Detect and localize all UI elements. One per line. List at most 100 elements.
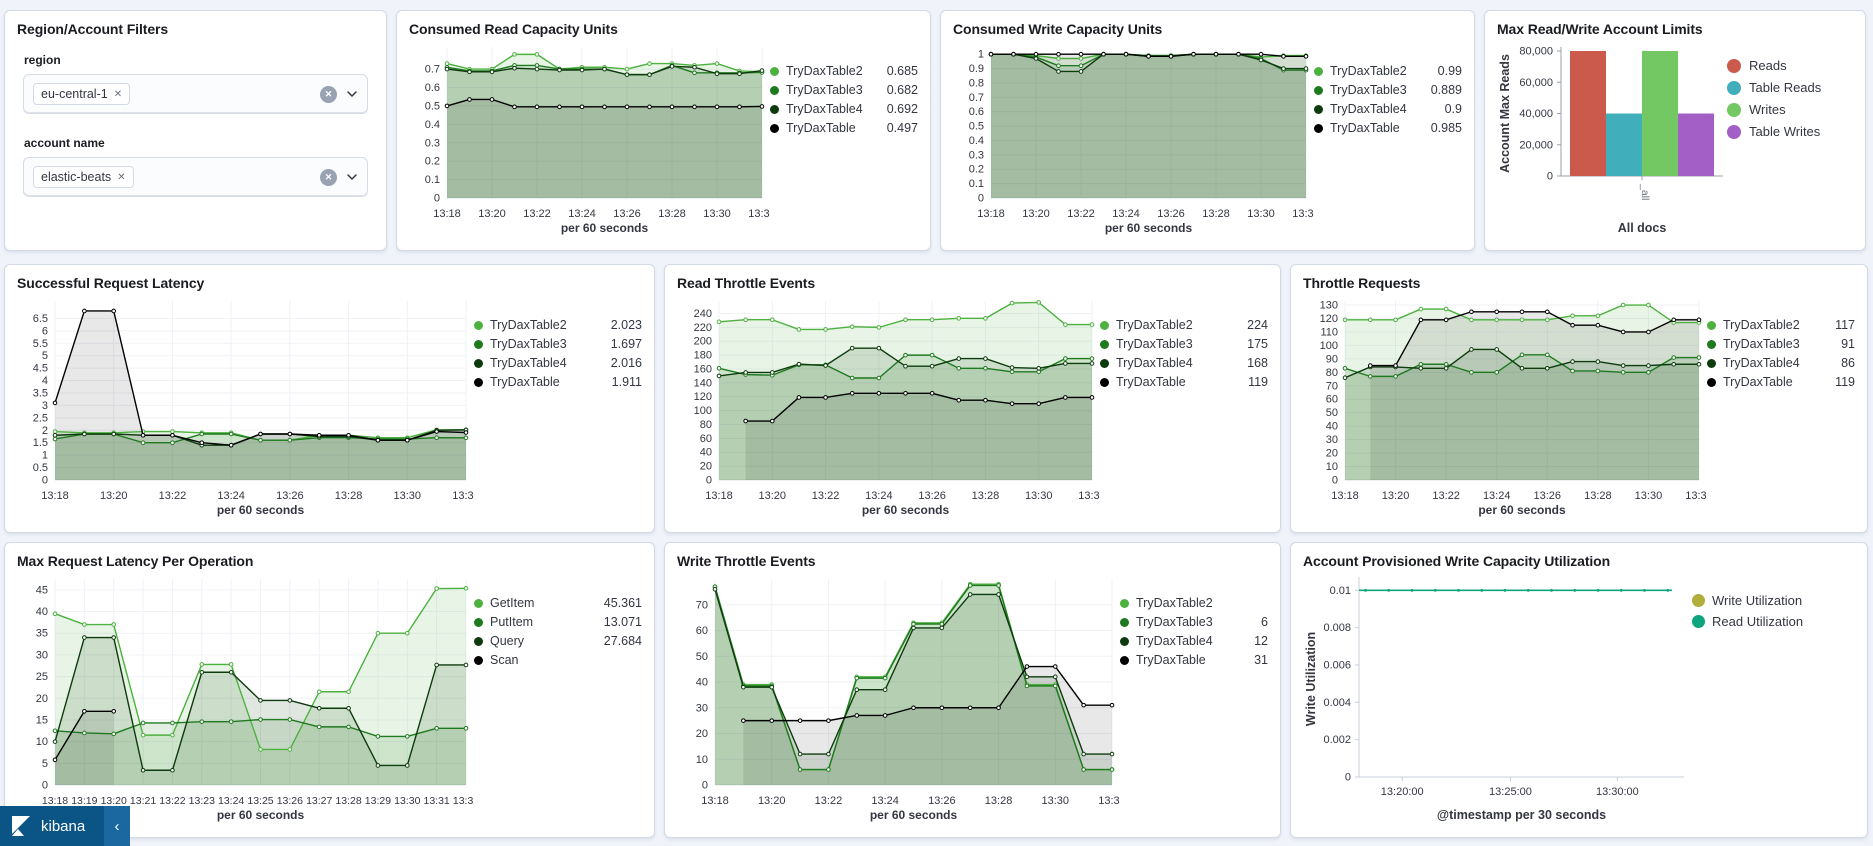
- legend-item[interactable]: TryDaxTable2 2.023: [474, 318, 642, 332]
- panel-write-throttle: Write Throttle Events 0 10 20 30 40 50 60 70 13:…: [664, 542, 1281, 838]
- legend-item[interactable]: TryDaxTable4 12: [1120, 634, 1268, 648]
- filter-tag-account[interactable]: elastic-beats ✕: [33, 166, 134, 188]
- legend-series-name: Table Reads: [1749, 80, 1822, 95]
- legend-item[interactable]: Read Utilization: [1692, 614, 1857, 629]
- legend-item[interactable]: Table Reads: [1727, 80, 1855, 95]
- chart-canvas[interactable]: 0 0.1 0.2 0.3 0.4 0.5 0.6 0.7 13:18 13:20 13:22 13:…: [407, 37, 770, 238]
- svg-text:0.002: 0.002: [1323, 734, 1351, 746]
- legend-item[interactable]: Scan: [474, 653, 642, 667]
- chart-canvas[interactable]: 0 20,000 40,000 60,000 80,000 _all All docs Acc…: [1495, 37, 1727, 238]
- chart-canvas[interactable]: 0 10 20 30 40 50 60 70 13:18 13:20 13:22 13:24 13:26…: [675, 569, 1120, 825]
- chart-plot[interactable]: 0 0.1 0.2 0.3 0.4 0.5 0.6 0.7 13:18 13:20 13:22 13:…: [407, 37, 770, 238]
- legend-color-dot: [1727, 124, 1741, 139]
- chart-plot[interactable]: 0 0.5 1 1.5 2 2.5 3 3.5 4 4.5 5 5.5 6 6.5 13:18 13:20 13…: [15, 291, 474, 520]
- legend-item[interactable]: Write Utilization: [1692, 593, 1857, 608]
- svg-text:35: 35: [36, 628, 48, 640]
- collapse-nav-icon[interactable]: ‹: [104, 806, 130, 846]
- legend-item[interactable]: TryDaxTable3 91: [1707, 337, 1855, 351]
- region-combobox[interactable]: eu-central-1 ✕ ✕: [23, 74, 368, 114]
- legend-item[interactable]: TryDaxTable3 175: [1100, 337, 1268, 351]
- legend-item[interactable]: TryDaxTable2 117: [1707, 318, 1855, 332]
- legend-item[interactable]: TryDaxTable3 0.682: [770, 83, 918, 97]
- chart-canvas[interactable]: 0 0.1 0.2 0.3 0.4 0.5 0.6 0.7 0.8 0.9 1 13:18 13:20 1…: [951, 37, 1314, 238]
- svg-text:0.4: 0.4: [425, 119, 440, 131]
- svg-text:13:26: 13:26: [276, 490, 304, 502]
- svg-text:0.1: 0.1: [425, 174, 440, 186]
- legend-item[interactable]: Reads: [1727, 58, 1855, 73]
- chart-plot[interactable]: 0 10 20 30 40 50 60 70 13:18 13:20 13:22 13:24 13:26…: [675, 569, 1120, 825]
- remove-tag-icon[interactable]: ✕: [117, 171, 126, 183]
- filter-tag-region[interactable]: eu-central-1 ✕: [33, 83, 131, 105]
- legend-item[interactable]: TryDaxTable 119: [1707, 375, 1855, 389]
- chevron-down-icon[interactable]: [346, 88, 358, 100]
- svg-text:13:22: 13:22: [159, 490, 187, 502]
- svg-text:per 60 seconds: per 60 seconds: [870, 808, 958, 822]
- legend-item[interactable]: TryDaxTable2 0.685: [770, 64, 918, 78]
- clear-selection-icon[interactable]: ✕: [320, 168, 337, 186]
- svg-text:100: 100: [694, 405, 712, 417]
- clear-selection-icon[interactable]: ✕: [320, 85, 337, 103]
- legend-item[interactable]: TryDaxTable3 1.697: [474, 337, 642, 351]
- legend-item[interactable]: TryDaxTable4 168: [1100, 356, 1268, 370]
- svg-text:0.8: 0.8: [969, 77, 984, 89]
- svg-text:13:30: 13:30: [394, 490, 422, 502]
- legend-item[interactable]: TryDaxTable3 0.889: [1314, 83, 1462, 97]
- chart-legend: Write Utilization Read Utilization: [1692, 569, 1857, 825]
- legend-color-dot: [1314, 123, 1323, 133]
- legend-series-value: 119: [1835, 375, 1855, 389]
- legend-series-name: TryDaxTable4: [1330, 102, 1407, 116]
- remove-tag-icon[interactable]: ✕: [113, 88, 123, 100]
- legend-color-dot: [1707, 358, 1716, 368]
- legend-item[interactable]: TryDaxTable4 0.9: [1314, 102, 1462, 116]
- chart-plot[interactable]: 0 0.1 0.2 0.3 0.4 0.5 0.6 0.7 0.8 0.9 1 13:18 13:20 1…: [951, 37, 1314, 238]
- legend-color-dot: [770, 66, 779, 76]
- filter-group-region: region eu-central-1 ✕ ✕: [23, 53, 368, 114]
- chart-plot[interactable]: 0 20,000 40,000 60,000 80,000 _all All docs Acc…: [1495, 37, 1727, 238]
- legend-item[interactable]: TryDaxTable 31: [1120, 653, 1268, 667]
- legend-item[interactable]: TryDaxTable4 86: [1707, 356, 1855, 370]
- chart-canvas[interactable]: 00.511.522.533.544.555.566.5 13:18 13:20 13…: [15, 291, 474, 520]
- chart-plot[interactable]: 0 10 20 30 40 50 60 70 80 90 100 110 120 130 13:18 13:2…: [1301, 291, 1707, 520]
- legend-item[interactable]: TryDaxTable2: [1120, 596, 1268, 610]
- legend-series-value: 6: [1261, 615, 1268, 629]
- legend-item[interactable]: Writes: [1727, 102, 1855, 117]
- svg-text:100: 100: [1320, 340, 1338, 352]
- legend-item[interactable]: PutItem 13.071: [474, 615, 642, 629]
- svg-text:13:20: 13:20: [1382, 490, 1410, 502]
- chart-plot[interactable]: 0 0.002 0.004 0.006 0.008 0.01 13:20:00 13:25:0…: [1301, 569, 1692, 825]
- legend-item[interactable]: TryDaxTable2 0.99: [1314, 64, 1462, 78]
- legend-item[interactable]: TryDaxTable4 0.692: [770, 102, 918, 116]
- legend-series-value: 1.697: [610, 337, 642, 351]
- legend-item[interactable]: GetItem 45.361: [474, 596, 642, 610]
- svg-text:40: 40: [700, 447, 712, 459]
- svg-text:13:24: 13:24: [865, 490, 893, 502]
- legend-item[interactable]: TryDaxTable 1.911: [474, 375, 642, 389]
- chart-plot[interactable]: 0 5 10 15 20 25 30 35 40 45 13:18 13:19 13:20 13:21 13…: [15, 569, 474, 825]
- legend-item[interactable]: TryDaxTable4 2.016: [474, 356, 642, 370]
- legend-item[interactable]: TryDaxTable 0.985: [1314, 121, 1462, 135]
- legend-item[interactable]: Table Writes: [1727, 124, 1855, 139]
- chevron-down-icon[interactable]: [346, 171, 358, 183]
- legend-item[interactable]: Query 27.684: [474, 634, 642, 648]
- panel-region-account-filters: Region/Account Filters region eu-central…: [4, 10, 387, 251]
- combo-controls: ✕: [320, 168, 358, 186]
- legend-series-name: Scan: [490, 653, 519, 667]
- legend-color-dot: [474, 617, 483, 627]
- chart-plot[interactable]: 0 20 40 60 80 100 120 140 160 180 200 220 240 13:18 13…: [675, 291, 1100, 520]
- legend-color-dot: [1120, 617, 1129, 627]
- svg-text:180: 180: [694, 350, 712, 362]
- chart-legend: TryDaxTable2 0.99 TryDaxTable3 0.889 TryDaxT…: [1314, 37, 1464, 238]
- chart-canvas[interactable]: 0 0.002 0.004 0.006 0.008 0.01 13:20:00 13:25:0…: [1301, 569, 1692, 825]
- svg-text:13:32: 13:32: [748, 208, 770, 220]
- legend-series-name: TryDaxTable3: [786, 83, 863, 97]
- legend-item[interactable]: TryDaxTable 119: [1100, 375, 1268, 389]
- account-name-combobox[interactable]: elastic-beats ✕ ✕: [23, 157, 368, 197]
- kibana-logo-link[interactable]: kibana: [0, 806, 104, 846]
- legend-item[interactable]: TryDaxTable3 6: [1120, 615, 1268, 629]
- legend-item[interactable]: TryDaxTable2 224: [1100, 318, 1268, 332]
- legend-series-name: TryDaxTable3: [1723, 337, 1800, 351]
- legend-item[interactable]: TryDaxTable 0.497: [770, 121, 918, 135]
